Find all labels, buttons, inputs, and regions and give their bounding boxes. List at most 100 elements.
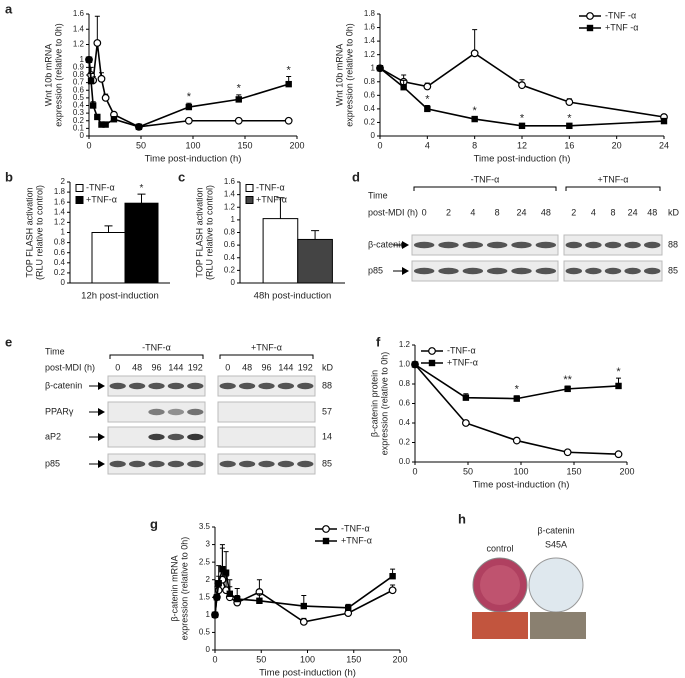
marker: [411, 361, 419, 368]
y-tick-label: 0.6: [399, 399, 411, 408]
band: [167, 433, 185, 441]
y-tick-label: 0.2: [54, 268, 66, 277]
y-tick-label: 0.2: [364, 118, 376, 127]
band: [585, 267, 602, 275]
y-tick-label: 0: [206, 645, 211, 654]
kd-value: 88: [322, 380, 332, 390]
row-label: β-catenin: [368, 239, 405, 249]
x-axis-label: 48h post-induction: [254, 291, 332, 302]
band: [438, 241, 459, 249]
kd-value: 88: [668, 239, 678, 249]
row-arrow: [98, 460, 105, 468]
y-tick-label: 0.5: [73, 93, 85, 102]
y-tick-label: 0.9: [73, 62, 85, 71]
lane-label: 24: [628, 207, 638, 217]
band: [462, 241, 484, 249]
y-tick-label: 1.4: [224, 190, 236, 199]
band: [511, 267, 532, 275]
band: [238, 382, 256, 390]
marker: [89, 102, 97, 109]
error-bar: [219, 544, 225, 570]
band: [624, 241, 641, 249]
legend-label: +TNF -α: [605, 22, 638, 32]
x-tick-label: 0: [412, 466, 417, 476]
lane-label: 144: [278, 362, 293, 372]
y-tick-label: 1.2: [224, 202, 236, 211]
lane-label: 192: [298, 362, 313, 372]
y-tick-label: 0.0: [399, 457, 411, 466]
band: [413, 267, 435, 275]
legend-marker: [586, 24, 594, 32]
band: [565, 267, 583, 275]
panel-label: a: [5, 1, 13, 16]
band: [535, 267, 557, 275]
band: [462, 267, 484, 275]
y-tick-label: 0.6: [364, 90, 376, 99]
legend-label: +TNF-α: [447, 357, 478, 367]
legend-marker: [428, 359, 436, 367]
marker: [345, 604, 352, 612]
x-tick-label: 0: [86, 140, 91, 150]
x-axis-label: 12h post-induction: [81, 291, 159, 302]
y-tick-label: 0.6: [54, 248, 66, 257]
group-bracket: [565, 186, 661, 191]
y-tick-label: 0.8: [364, 77, 376, 86]
legend-marker: [322, 525, 330, 533]
legend-marker: [586, 12, 594, 20]
marker: [94, 113, 101, 121]
y-tick-label: 0.2: [224, 265, 236, 274]
band: [128, 460, 146, 468]
marker: [222, 569, 230, 576]
y-tick-label: 0: [231, 278, 236, 287]
bar: [262, 218, 299, 284]
band: [167, 382, 185, 390]
legend-label: -TNF-α: [86, 182, 115, 192]
band: [643, 241, 661, 249]
error-bar: [276, 197, 285, 219]
marker: [256, 597, 263, 604]
marker: [285, 80, 292, 88]
y-tick-label: 1.2: [399, 340, 411, 349]
y-tick-label: 0.4: [224, 253, 236, 262]
legend-marker: [428, 347, 436, 355]
x-tick-label: 150: [346, 654, 361, 664]
y-tick-label: 0.8: [54, 238, 66, 247]
marker: [471, 115, 478, 123]
y-tick-label: 1.8: [54, 187, 66, 196]
x-tick-label: 0: [377, 140, 382, 150]
lane-label: 192: [188, 362, 203, 372]
y-tick-label: 1.6: [224, 177, 236, 186]
band: [643, 267, 661, 275]
x-tick-label: 200: [289, 140, 304, 150]
y-axis-label: β-catenin mRNA: [169, 555, 179, 621]
band: [219, 460, 236, 468]
bar: [297, 238, 333, 284]
y-tick-label: 0.6: [73, 85, 85, 94]
marker: [518, 81, 526, 90]
marker: [110, 116, 118, 123]
band: [187, 460, 204, 468]
marker: [234, 116, 243, 125]
band: [624, 267, 641, 275]
marker: [234, 595, 241, 603]
blot-strip: [217, 426, 316, 448]
lane-label: 8: [610, 207, 615, 217]
y-axis-label: Wnt 10b mRNA: [334, 44, 344, 107]
marker: [563, 448, 572, 457]
lane-label: 4: [470, 207, 475, 217]
row-label: aP2: [45, 431, 61, 441]
marker: [101, 93, 110, 102]
band: [565, 241, 583, 249]
y-tick-label: 1.2: [73, 40, 85, 49]
y-axis-label: (RLU relative to control): [204, 185, 214, 280]
legend-swatch: [75, 196, 84, 204]
group-bracket: [413, 186, 557, 191]
band: [167, 460, 185, 468]
group-bracket: [219, 354, 314, 359]
y-tick-label: 1: [231, 215, 236, 224]
band: [148, 460, 165, 468]
y-axis-label: Wnt 10b mRNA: [43, 44, 53, 107]
y-tick-label: 0.4: [73, 101, 85, 110]
x-tick-label: 100: [185, 140, 200, 150]
